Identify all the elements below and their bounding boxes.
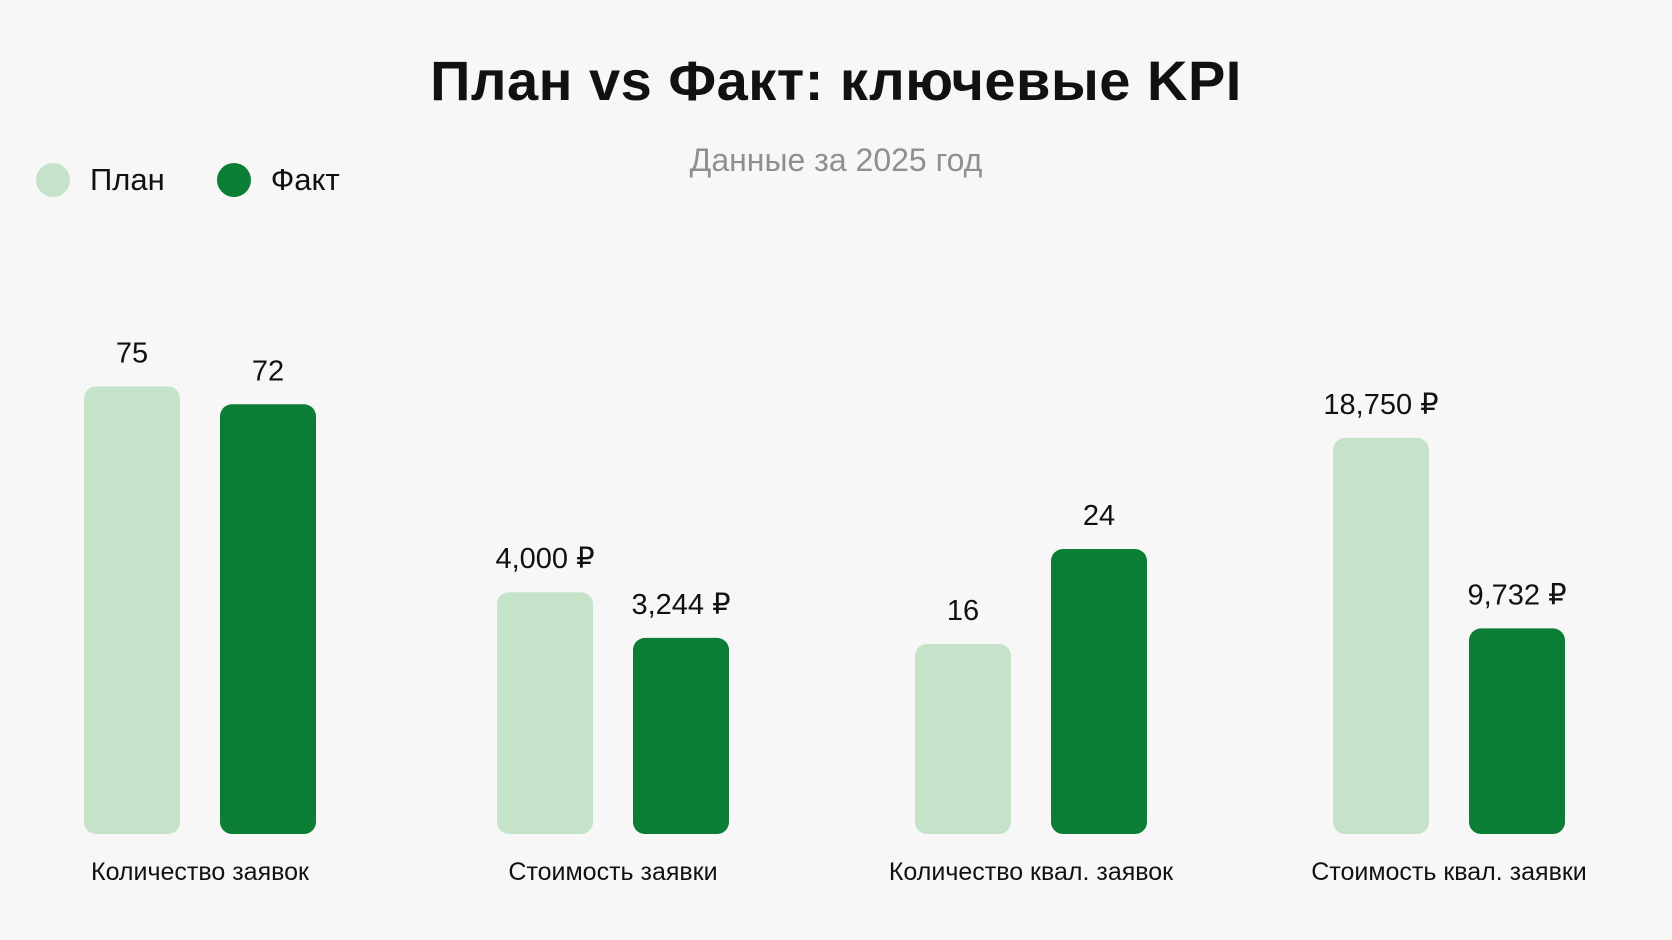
value-label-fact-group-3: 24 [1083, 500, 1115, 532]
value-label-plan-group-4: 18,750 ₽ [1323, 389, 1438, 421]
category-label-group-1: Количество заявок [91, 858, 310, 886]
legend-item-plan: План [36, 162, 165, 198]
bar-plan-group-3 [915, 644, 1011, 834]
legend-item-fact: Факт [216, 162, 340, 198]
value-label-plan-group-2: 4,000 ₽ [495, 543, 594, 575]
legend-swatch-fact [216, 163, 251, 197]
value-label-fact-group-2: 3,244 ₽ [631, 589, 730, 621]
bar-plan-group-2 [497, 592, 593, 834]
chart-subtitle: Данные за 2025 год [689, 142, 983, 178]
bar-fact-group-4 [1469, 628, 1565, 834]
value-label-plan-group-1: 75 [116, 337, 148, 369]
bar-fact-group-3 [1051, 549, 1147, 834]
bar-plan-group-4 [1333, 437, 1429, 834]
category-label-group-2: Стоимость заявки [508, 858, 717, 886]
value-label-fact-group-4: 9,732 ₽ [1467, 579, 1566, 611]
chart-legend: План Факт [36, 162, 392, 198]
chart-title: План vs Факт: ключевые KPI [430, 49, 1242, 112]
bar-fact-group-1 [220, 404, 316, 834]
value-label-fact-group-1: 72 [252, 355, 284, 387]
bar-fact-group-2 [633, 637, 729, 834]
value-label-plan-group-3: 16 [947, 595, 979, 627]
bar-plan-group-1 [84, 386, 180, 834]
category-label-group-4: Стоимость квал. заявки [1311, 858, 1587, 886]
legend-label-fact: Факт [270, 162, 340, 197]
category-label-group-3: Количество квал. заявок [889, 858, 1174, 886]
legend-swatch-plan [36, 163, 70, 197]
legend-label-plan: План [90, 162, 165, 197]
